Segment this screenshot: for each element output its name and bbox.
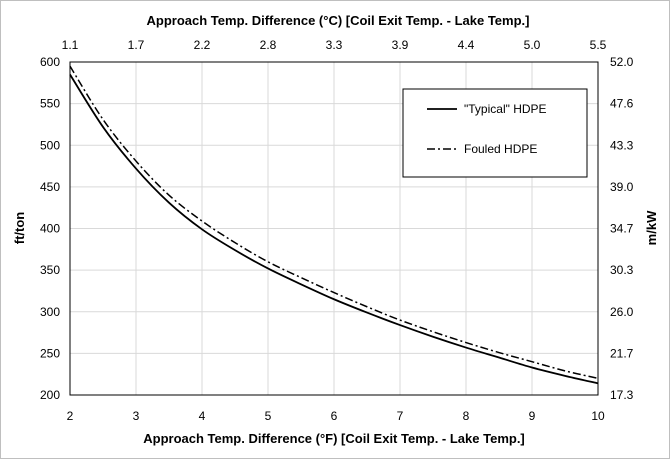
legend-label-typical: "Typical" HDPE bbox=[464, 102, 547, 116]
y-tick-label: 500 bbox=[40, 138, 60, 152]
y2-tick-label: 43.3 bbox=[610, 138, 634, 152]
y-tick-label: 200 bbox=[40, 388, 60, 402]
y-tick-label: 600 bbox=[40, 55, 60, 69]
x2-tick-label: 2.2 bbox=[194, 38, 211, 52]
x2-tick-label: 3.3 bbox=[326, 38, 343, 52]
x-tick-label: 10 bbox=[591, 409, 605, 423]
series-layer bbox=[69, 65, 599, 385]
x-tick-label: 5 bbox=[265, 409, 272, 423]
x-tick-label: 6 bbox=[331, 409, 338, 423]
y-tick-label: 350 bbox=[40, 263, 60, 277]
y-tick-label: 300 bbox=[40, 305, 60, 319]
y2-tick-label: 21.7 bbox=[610, 346, 634, 360]
x-tick-label: 4 bbox=[199, 409, 206, 423]
y2-tick-label: 52.0 bbox=[610, 55, 634, 69]
x2-tick-label: 1.7 bbox=[128, 38, 145, 52]
x2-axis-title: Approach Temp. Difference (°C) [Coil Exi… bbox=[147, 13, 530, 28]
x2-tick-label: 5.0 bbox=[524, 38, 541, 52]
x2-tick-label: 3.9 bbox=[392, 38, 409, 52]
y2-tick-label: 47.6 bbox=[610, 97, 634, 111]
y-tick-label: 550 bbox=[40, 97, 60, 111]
x2-tick-label: 4.4 bbox=[458, 38, 475, 52]
y-axis-title: ft/ton bbox=[12, 212, 27, 245]
x-tick-label: 9 bbox=[529, 409, 536, 423]
y-tick-label: 400 bbox=[40, 222, 60, 236]
plot-border bbox=[69, 61, 599, 396]
x2-tick-label: 1.1 bbox=[62, 38, 79, 52]
x-tick-label: 8 bbox=[463, 409, 470, 423]
y-tick-label: 450 bbox=[40, 180, 60, 194]
y2-tick-label: 26.0 bbox=[610, 305, 634, 319]
x-tick-label: 3 bbox=[133, 409, 140, 423]
y-tick-label: 250 bbox=[40, 346, 60, 360]
y2-tick-label: 39.0 bbox=[610, 180, 634, 194]
series-line-typical bbox=[69, 74, 599, 385]
y2-tick-label: 17.3 bbox=[610, 388, 634, 402]
tick-labels: 2 1.1 3 1.7 4 2.2 5 2.8 6 3.3 7 3.9 8 4.4 9 5.0 10 5.5 200… bbox=[40, 38, 634, 423]
legend-label-fouled: Fouled HDPE bbox=[464, 142, 537, 156]
x2-tick-label: 5.5 bbox=[590, 38, 607, 52]
y2-tick-label: 30.3 bbox=[610, 263, 634, 277]
y2-tick-label: 34.7 bbox=[610, 222, 634, 236]
x2-tick-label: 2.8 bbox=[260, 38, 277, 52]
y2-axis-title: m/kW bbox=[644, 210, 659, 245]
x-axis-title: Approach Temp. Difference (°F) [Coil Exi… bbox=[143, 431, 525, 446]
x-tick-label: 7 bbox=[397, 409, 404, 423]
grid-lines bbox=[70, 62, 598, 395]
legend-box bbox=[402, 88, 588, 178]
x-tick-label: 2 bbox=[67, 409, 74, 423]
legend: "Typical" HDPE Fouled HDPE bbox=[402, 88, 588, 178]
series-line-fouled bbox=[69, 65, 599, 380]
